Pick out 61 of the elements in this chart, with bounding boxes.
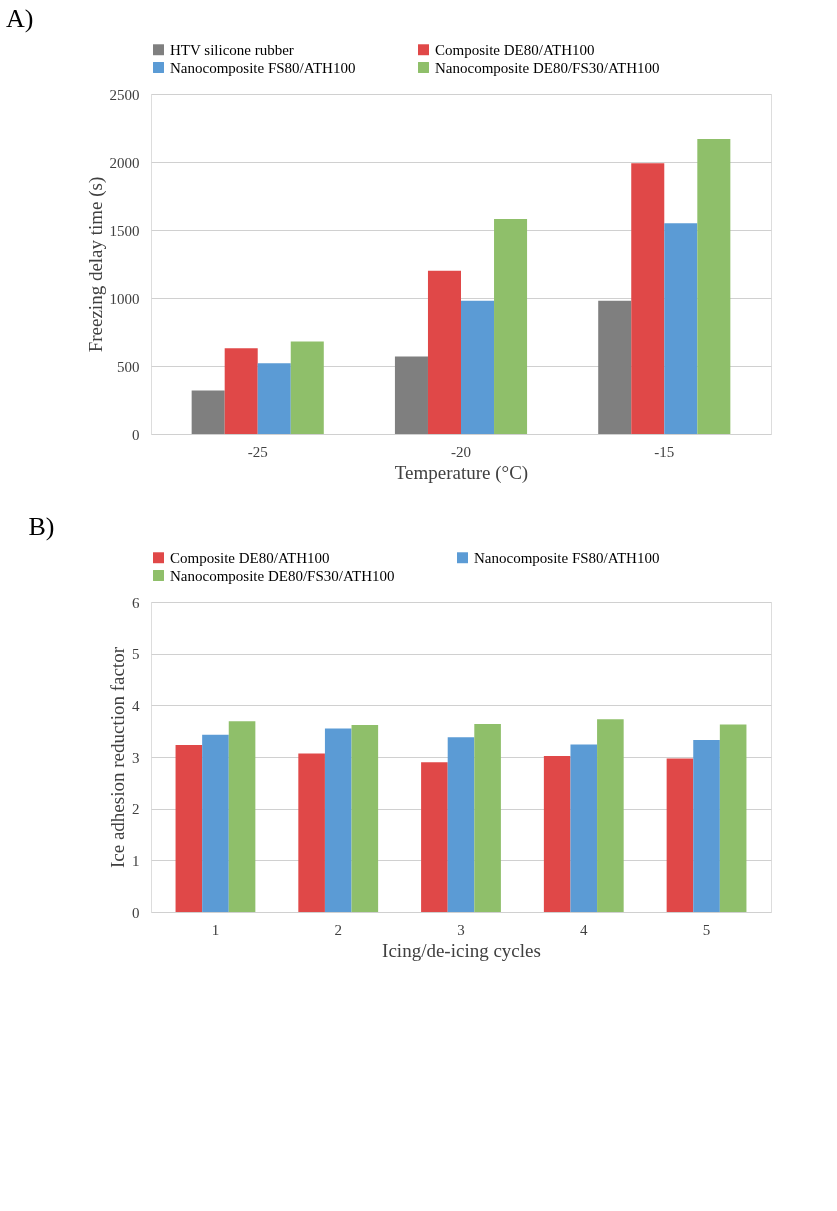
bar: [257, 363, 291, 434]
legend-label: Nanocomposite FS80/ATH100: [474, 549, 660, 566]
y-tick-label: 1000: [109, 290, 140, 307]
bar: [298, 753, 325, 912]
bar: [693, 739, 720, 912]
y-axis-title: Freezing delay time (s): [84, 176, 107, 353]
bar: [175, 745, 203, 912]
y-tick-label: 2500: [109, 86, 140, 103]
bar: [474, 723, 501, 912]
legend-label: Nanocomposite DE80/FS30/ATH100: [170, 567, 395, 584]
y-tick-label: 6: [132, 594, 140, 611]
x-axis-title: Temperature (°C): [394, 461, 529, 484]
bar: [631, 163, 665, 434]
y-tick-label: 0: [132, 426, 140, 443]
bar: [224, 348, 258, 434]
y-tick-label: 4: [132, 697, 140, 714]
bar: [543, 755, 571, 912]
y-tick-label: 5: [132, 646, 140, 663]
y-tick-label: 1: [132, 852, 140, 869]
bar: [324, 728, 352, 912]
bar: [351, 724, 379, 912]
x-tick-label: 5: [702, 921, 711, 938]
y-tick-label: 2: [132, 801, 140, 818]
legend-label: Composite DE80/ATH100: [435, 41, 595, 58]
x-tick-label: -25: [247, 443, 268, 460]
legend-label: Nanocomposite FS80/ATH100: [170, 59, 356, 76]
bar: [461, 300, 495, 434]
bar: [191, 390, 225, 434]
bar: [228, 721, 256, 912]
bar: [597, 719, 624, 912]
y-tick-label: 500: [117, 358, 140, 375]
legend-label: HTV silicone rubber: [170, 41, 294, 58]
bar: [666, 758, 694, 912]
y-axis-title: Ice adhesion reduction factor: [107, 646, 128, 869]
bar: [427, 270, 461, 434]
legend-label: Composite DE80/ATH100: [170, 549, 330, 566]
bar: [598, 300, 632, 434]
bar: [719, 724, 747, 912]
bar: [697, 138, 731, 434]
x-tick-label: 3: [457, 921, 465, 938]
bar: [421, 762, 448, 912]
bar: [202, 734, 229, 912]
bar: [494, 219, 528, 434]
y-tick-label: 0: [132, 904, 140, 921]
y-tick-label: 3: [132, 749, 140, 766]
x-tick-label: -20: [451, 443, 471, 460]
chart-title: B): [28, 512, 55, 541]
bar: [394, 356, 428, 434]
bar: [570, 744, 598, 912]
x-tick-label: 1: [211, 921, 220, 938]
legend-label: Nanocomposite DE80/FS30/ATH100: [435, 59, 660, 76]
x-axis-title: Icing/de-icing cycles: [382, 939, 541, 961]
bar: [664, 223, 698, 434]
x-tick-label: 4: [580, 921, 589, 938]
bar: [290, 341, 324, 434]
x-tick-label: -15: [654, 443, 675, 460]
bar: [447, 737, 475, 912]
y-tick-label: 2000: [109, 154, 140, 171]
x-tick-label: 2: [334, 921, 342, 938]
y-tick-label: 1500: [109, 222, 140, 239]
chart-title: A): [6, 4, 34, 33]
